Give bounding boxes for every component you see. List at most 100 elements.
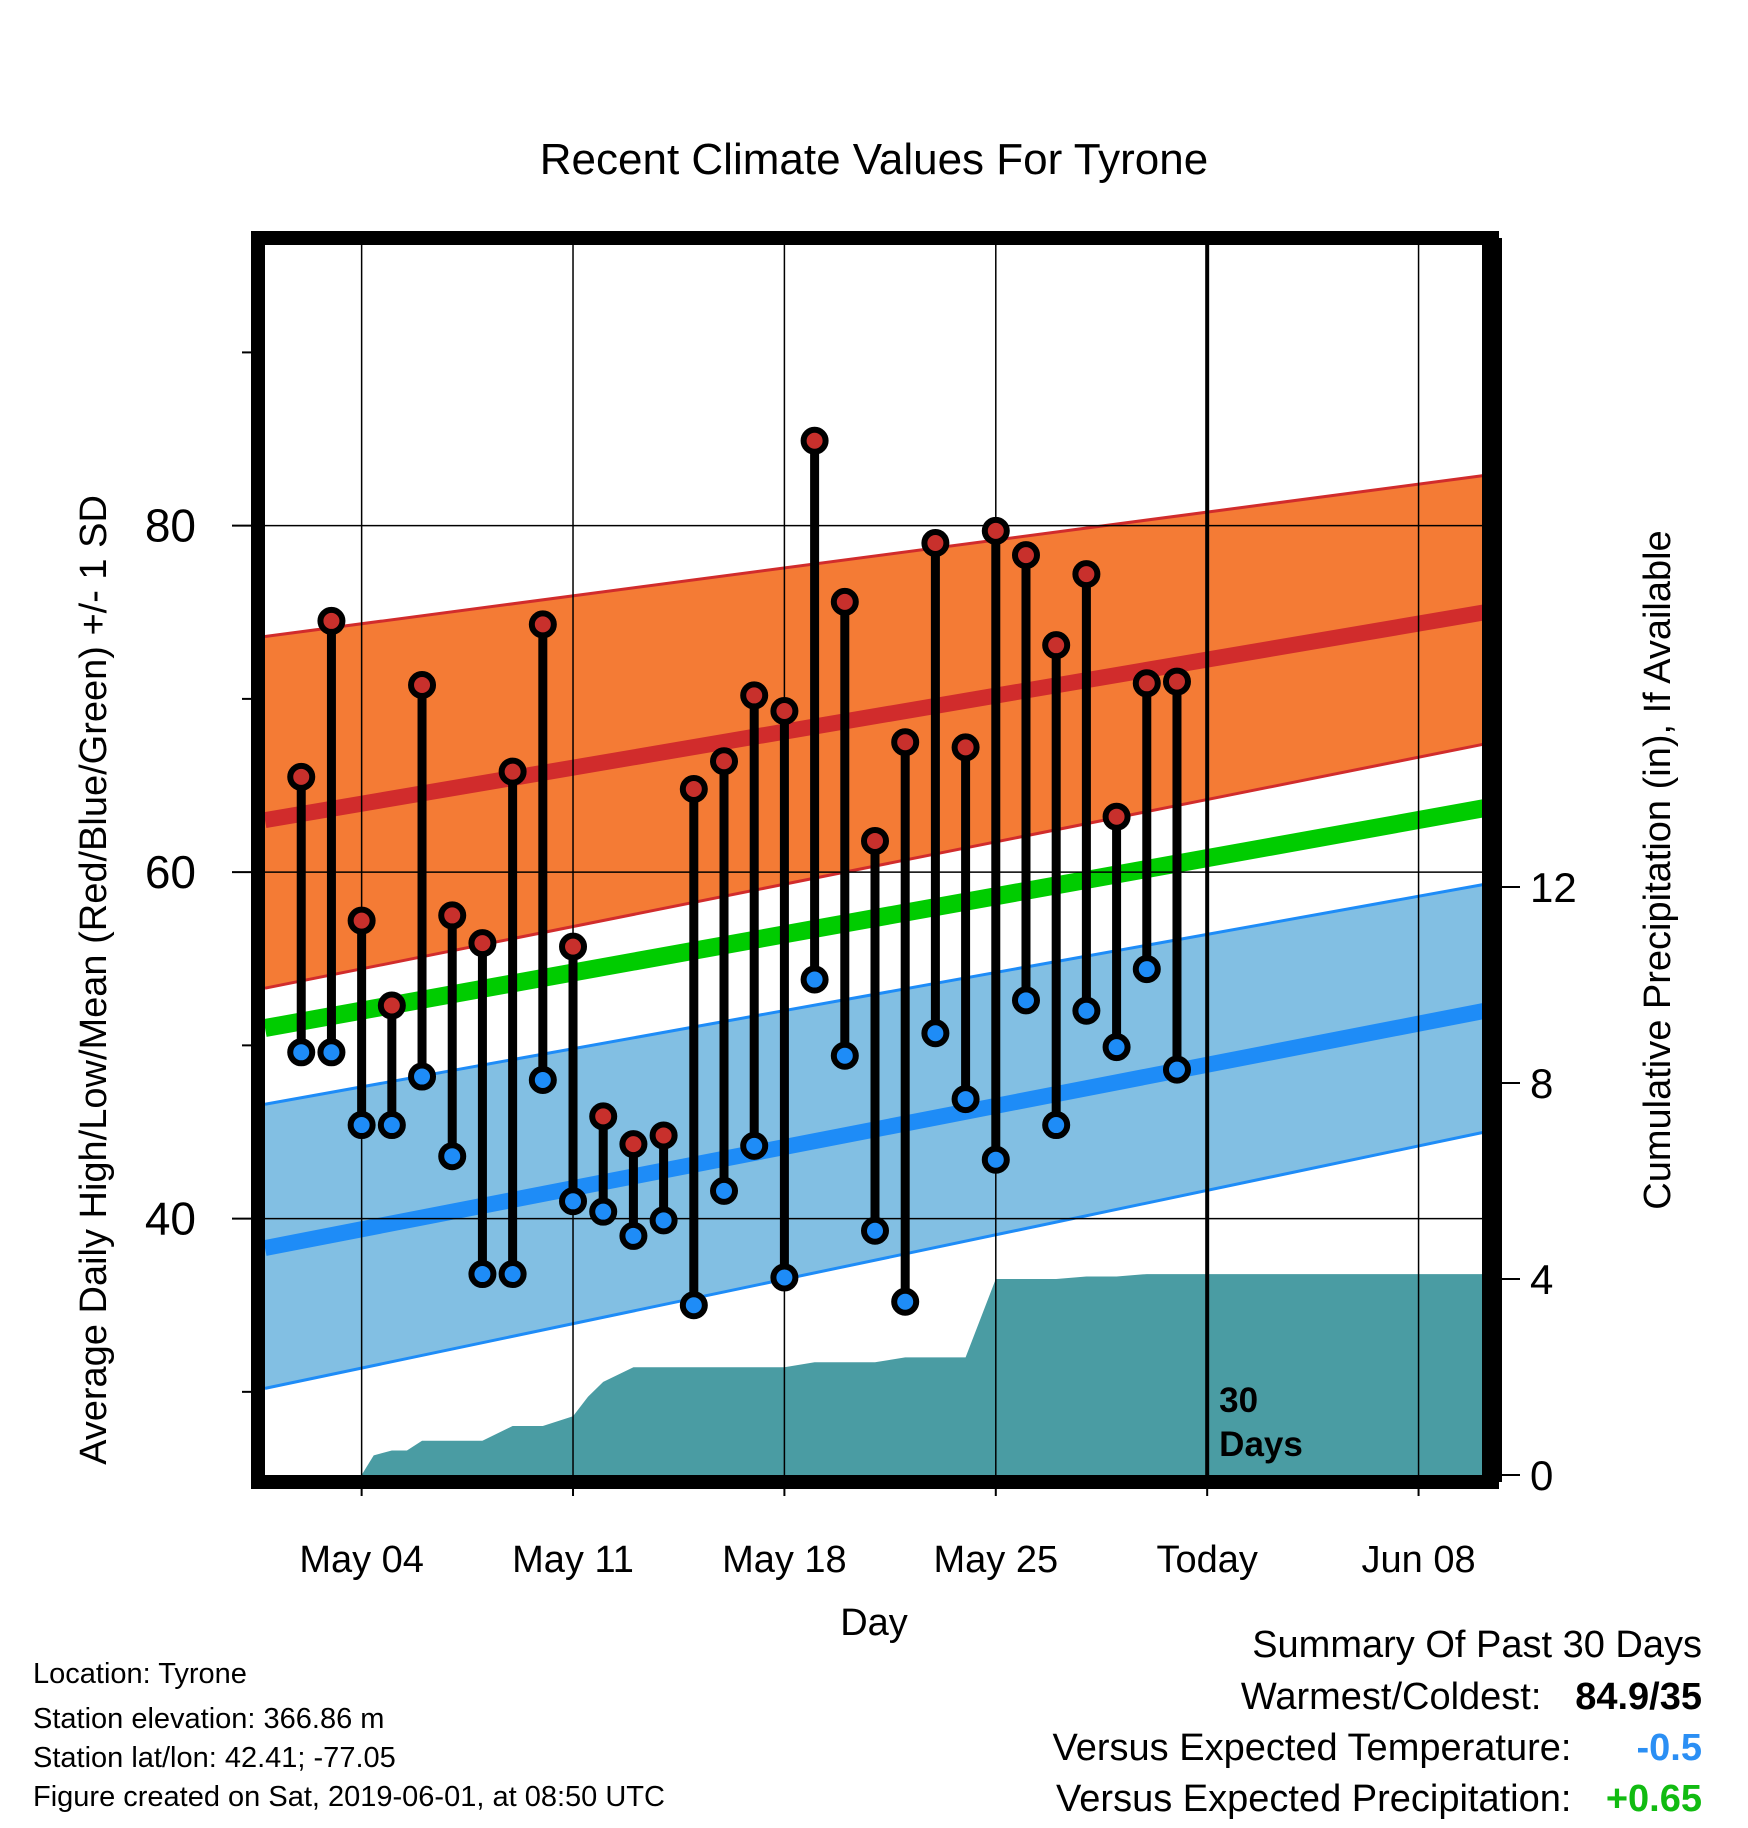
daily-high-point	[347, 906, 376, 935]
summary-precip-value: +0.65	[1605, 1778, 1702, 1820]
high-sd-band	[265, 475, 1485, 989]
daily-high-point	[710, 747, 739, 776]
daily-low-point	[408, 1062, 437, 1091]
daily-high-point	[589, 1102, 618, 1131]
high-upper-line	[264, 473, 1486, 639]
high-normal-line	[263, 604, 1487, 829]
daily-high-point	[468, 929, 497, 958]
info-elevation: Station elevation: 366.86 m	[33, 1703, 385, 1735]
y-tick-label-left: 80	[145, 500, 196, 552]
y-tick-label-right: 8	[1530, 1060, 1553, 1107]
daily-low-point	[528, 1066, 557, 1095]
daily-high-point	[438, 901, 467, 930]
y-axis-label-left: Average Daily High/Low/Mean (Red/Blue/Gr…	[73, 495, 115, 1465]
summary-temp-row: Versus Expected Temperature: -0.5	[1053, 1729, 1702, 1767]
summary-precip-label: Versus Expected Precipitation:	[1056, 1778, 1572, 1820]
x-tick-label: May 04	[299, 1539, 424, 1581]
today-annotation-count: 30	[1219, 1381, 1258, 1420]
info-created: Figure created on Sat, 2019-06-01, at 08…	[33, 1781, 665, 1813]
x-tick-label: May 25	[933, 1539, 1058, 1581]
summary-temp-value: -0.5	[1636, 1727, 1702, 1769]
daily-low-point	[770, 1263, 799, 1292]
daily-low-point	[951, 1085, 980, 1114]
today-annotation-unit: Days	[1219, 1425, 1303, 1464]
daily-high-point	[528, 610, 557, 639]
daily-low-point	[438, 1142, 467, 1171]
daily-low-point	[317, 1038, 346, 1067]
chart-title: Recent Climate Values For Tyrone	[540, 135, 1208, 184]
daily-low-point	[800, 965, 829, 994]
daily-high-point	[408, 671, 437, 700]
x-tick-label: Jun 08	[1362, 1539, 1476, 1581]
daily-low-point	[740, 1131, 769, 1160]
y-tick-label-left: 60	[145, 846, 196, 898]
y-tick-label-right: 0	[1530, 1452, 1553, 1499]
daily-high-point	[1132, 669, 1161, 698]
daily-low-point	[981, 1145, 1010, 1174]
plot-area: 30 Days	[263, 245, 1487, 1475]
daily-low-point	[347, 1111, 376, 1140]
daily-low-point	[891, 1287, 920, 1316]
daily-low-point	[861, 1216, 889, 1245]
summary-warmest-label: Warmest/Coldest:	[1240, 1676, 1542, 1718]
daily-low-point	[1102, 1033, 1131, 1062]
daily-high-point	[1042, 631, 1071, 660]
daily-high-point	[740, 681, 769, 710]
precip-area	[361, 1274, 1485, 1475]
daily-low-point	[559, 1187, 588, 1216]
axes: May 04 May 11 May 18 May 25 Today Jun 0840608…	[145, 231, 1577, 1581]
y-tick-label-right: 12	[1530, 864, 1577, 911]
summary-precip-row: Versus Expected Precipitation: +0.65	[1056, 1780, 1702, 1818]
daily-high-point	[861, 826, 889, 855]
info-latlon: Station lat/lon: 42.41; -77.05	[33, 1742, 396, 1774]
summary-heading: Summary Of Past 30 Days	[1252, 1624, 1702, 1666]
x-tick-label: May 18	[722, 1539, 847, 1581]
summary-temp-label: Versus Expected Temperature:	[1052, 1727, 1572, 1769]
daily-high-point	[951, 733, 980, 762]
daily-high-point	[1072, 560, 1101, 589]
y-tick-label-right: 4	[1530, 1256, 1553, 1303]
y-axis-label-right: Cumulative Precipitation (in), If Availa…	[1637, 530, 1679, 1209]
daily-low-point	[1072, 996, 1101, 1025]
daily-high-point	[559, 932, 588, 961]
daily-low-point	[1011, 986, 1040, 1015]
x-axis-label: Day	[840, 1602, 908, 1644]
daily-low-point	[498, 1260, 527, 1289]
x-tick-label: May 11	[512, 1539, 634, 1581]
y-tick-label-left: 40	[145, 1193, 196, 1245]
daily-low-point	[589, 1197, 618, 1226]
daily-high-point	[498, 757, 527, 786]
daily-low-point	[921, 1019, 950, 1048]
daily-high-point	[679, 774, 708, 803]
daily-low-point	[679, 1291, 708, 1320]
daily-low-point	[830, 1041, 859, 1070]
summary-warmest-row: Warmest/Coldest: 84.9/35	[1241, 1678, 1702, 1716]
low-lower-line	[264, 1130, 1486, 1390]
daily-high-point	[981, 516, 1010, 545]
daily-high-point	[800, 426, 829, 455]
daily-low-point	[1042, 1111, 1071, 1140]
daily-high-point	[1011, 541, 1040, 570]
daily-low-point	[710, 1176, 739, 1205]
daily-high-point	[619, 1130, 648, 1159]
x-tick-label: Today	[1156, 1539, 1257, 1581]
info-location: Location: Tyrone	[33, 1658, 247, 1690]
daily-high-point	[830, 587, 859, 616]
daily-low-point	[1162, 1055, 1191, 1084]
daily-low-point	[377, 1111, 406, 1140]
daily-high-point	[921, 528, 950, 557]
daily-high-point	[317, 606, 346, 635]
daily-high-point	[377, 991, 406, 1020]
daily-high-point	[287, 762, 316, 791]
daily-low-point	[468, 1260, 497, 1289]
daily-high-point	[891, 728, 920, 757]
daily-high-point	[1162, 667, 1191, 696]
daily-high-point	[770, 697, 799, 726]
daily-low-point	[1132, 955, 1161, 984]
daily-low-point	[619, 1221, 648, 1250]
summary-warmest-value: 84.9/35	[1575, 1676, 1702, 1718]
daily-low-point	[287, 1038, 316, 1067]
daily-low-point	[649, 1206, 678, 1235]
daily-high-point	[1102, 802, 1131, 831]
